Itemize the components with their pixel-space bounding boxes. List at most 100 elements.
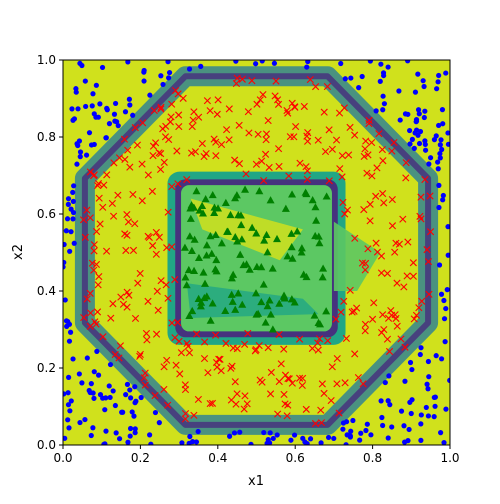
point-red xyxy=(172,361,180,369)
point-red xyxy=(140,374,148,382)
x-tick-label: 0.0 xyxy=(53,451,72,465)
point-blue xyxy=(125,439,131,445)
point-green xyxy=(194,294,203,302)
point-red xyxy=(404,238,412,246)
point-green xyxy=(201,279,210,287)
point-green xyxy=(287,295,296,303)
point-red xyxy=(343,206,352,214)
x-tick-label: 0.6 xyxy=(286,451,305,465)
point-red xyxy=(174,180,182,188)
point-red xyxy=(372,239,380,247)
point-blue xyxy=(119,409,125,415)
point-red xyxy=(110,159,118,167)
point-red xyxy=(267,368,275,376)
point-blue xyxy=(431,394,437,401)
point-red xyxy=(168,100,176,108)
point-blue xyxy=(165,60,171,65)
point-red xyxy=(346,286,354,294)
point-red xyxy=(377,269,386,277)
point-blue xyxy=(103,135,109,141)
point-blue xyxy=(102,407,108,413)
point-blue xyxy=(122,109,129,115)
point-blue xyxy=(128,395,134,401)
point-blue xyxy=(409,136,415,142)
point-green xyxy=(190,266,199,274)
point-blue xyxy=(70,356,76,362)
point-red xyxy=(179,94,187,102)
point-red xyxy=(354,373,362,382)
point-red xyxy=(272,77,280,85)
point-red xyxy=(368,172,376,180)
point-blue xyxy=(112,100,119,107)
point-red xyxy=(94,180,103,188)
point-blue xyxy=(407,141,413,147)
point-blue xyxy=(406,426,412,433)
point-blue xyxy=(436,182,442,188)
point-green xyxy=(190,235,199,243)
point-red xyxy=(95,194,103,202)
point-red xyxy=(388,311,396,319)
point-blue xyxy=(405,60,411,64)
point-red xyxy=(402,159,410,167)
point-red xyxy=(157,277,165,285)
point-red xyxy=(240,405,248,413)
point-red xyxy=(121,155,129,164)
point-blue xyxy=(382,379,388,386)
point-red xyxy=(201,338,209,346)
point-blue xyxy=(160,81,166,88)
point-blue xyxy=(65,417,71,423)
point-red xyxy=(96,220,104,228)
point-red xyxy=(200,153,208,161)
point-red xyxy=(252,160,261,168)
point-red xyxy=(92,260,101,269)
point-blue xyxy=(373,108,379,114)
point-red xyxy=(261,150,270,158)
point-blue xyxy=(325,434,332,441)
point-red xyxy=(176,370,184,378)
point-green xyxy=(255,187,264,195)
point-red xyxy=(426,228,435,236)
point-blue xyxy=(439,146,445,153)
point-blue xyxy=(431,137,438,143)
point-blue xyxy=(436,72,442,79)
point-red xyxy=(416,212,424,220)
point-blue xyxy=(115,123,121,129)
point-red xyxy=(126,163,134,171)
point-green xyxy=(261,318,270,326)
point-blue xyxy=(445,252,450,258)
point-red xyxy=(235,121,243,129)
point-blue xyxy=(91,369,97,375)
point-green xyxy=(186,214,195,222)
point-red xyxy=(156,165,165,174)
point-blue xyxy=(359,73,365,80)
point-red xyxy=(138,160,146,168)
point-red xyxy=(185,349,194,357)
point-blue xyxy=(75,106,81,112)
point-red xyxy=(86,309,95,317)
point-blue xyxy=(435,79,441,85)
point-blue xyxy=(331,435,337,442)
point-blue xyxy=(274,432,280,438)
point-red xyxy=(202,150,210,158)
point-blue xyxy=(195,428,201,435)
point-red xyxy=(129,190,137,198)
point-red xyxy=(259,91,267,99)
point-blue xyxy=(389,424,395,430)
point-blue xyxy=(367,60,373,64)
point-blue xyxy=(126,96,132,102)
point-red xyxy=(291,103,299,111)
point-red xyxy=(327,396,335,405)
point-red xyxy=(124,218,133,226)
point-red xyxy=(163,244,171,252)
point-blue xyxy=(91,395,97,401)
point-red xyxy=(380,199,388,207)
point-red xyxy=(325,177,333,185)
point-blue xyxy=(141,67,147,74)
point-red xyxy=(302,163,310,171)
point-red xyxy=(187,149,196,157)
point-blue xyxy=(381,72,387,79)
x-tick-label: 0.4 xyxy=(208,451,227,465)
point-red xyxy=(160,385,168,394)
point-blue xyxy=(441,439,447,445)
point-blue xyxy=(158,73,164,79)
